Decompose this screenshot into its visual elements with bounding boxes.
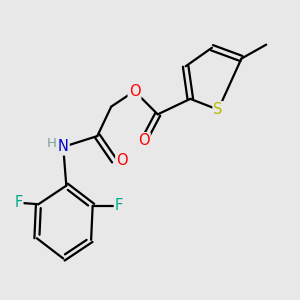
Text: O: O — [116, 153, 128, 168]
Text: O: O — [129, 84, 140, 99]
Text: H: H — [46, 137, 56, 150]
Text: N: N — [58, 140, 69, 154]
Text: F: F — [115, 198, 123, 213]
Text: S: S — [214, 102, 223, 117]
Text: F: F — [14, 195, 22, 210]
Text: O: O — [138, 133, 150, 148]
